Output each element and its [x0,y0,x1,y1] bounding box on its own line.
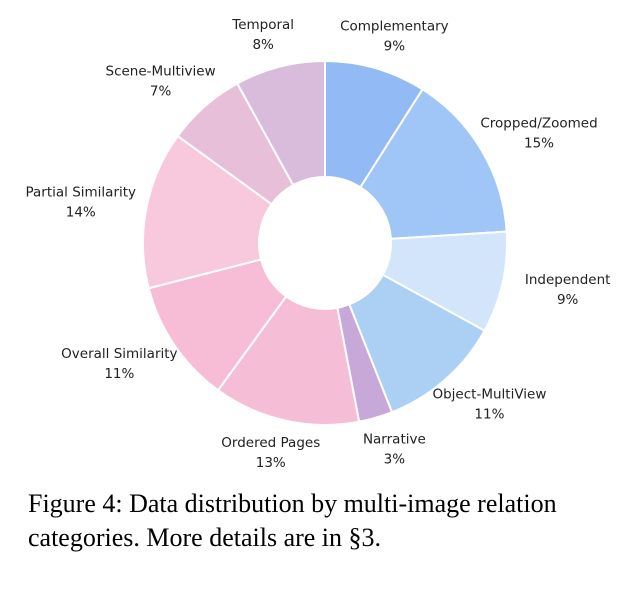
slice-value-label: 13% [256,455,286,471]
slice-label: Ordered Pages [221,435,320,451]
donut-slice [216,294,361,426]
slice-label: Scene-Multiview [106,64,216,80]
donut-slice [347,273,486,414]
donut-slice [142,134,274,290]
slice-value-label: 9% [384,39,406,55]
donut-slice [235,59,326,187]
chart: Complementary 9% Cropped/Zoomed 15% Independ… [25,17,611,471]
slice-label: Object-MultiView [432,386,546,402]
slice-label: Complementary [340,19,449,35]
slice-label: Independent [525,272,611,288]
slice-value-label: 7% [150,84,172,100]
slice-value-label: 3% [384,451,406,467]
slice-label: Cropped/Zoomed [480,116,597,132]
donut-slice [358,87,508,240]
slice-label: Overall Similarity [61,346,177,362]
slice-value-label: 9% [557,292,579,308]
slice-value-label: 15% [524,136,554,152]
slice-value-label: 8% [252,37,274,53]
figure-caption: Figure 4: Data distribution by multi-ima… [28,489,557,552]
slice-value-label: 11% [104,366,134,382]
slice-label: Narrative [363,431,426,447]
slice-label: Partial Similarity [25,185,136,201]
slice-value-label: 11% [474,406,504,422]
slice-value-label: 14% [66,205,96,221]
donut-slice [147,258,288,392]
slice-label: Temporal [231,17,294,33]
